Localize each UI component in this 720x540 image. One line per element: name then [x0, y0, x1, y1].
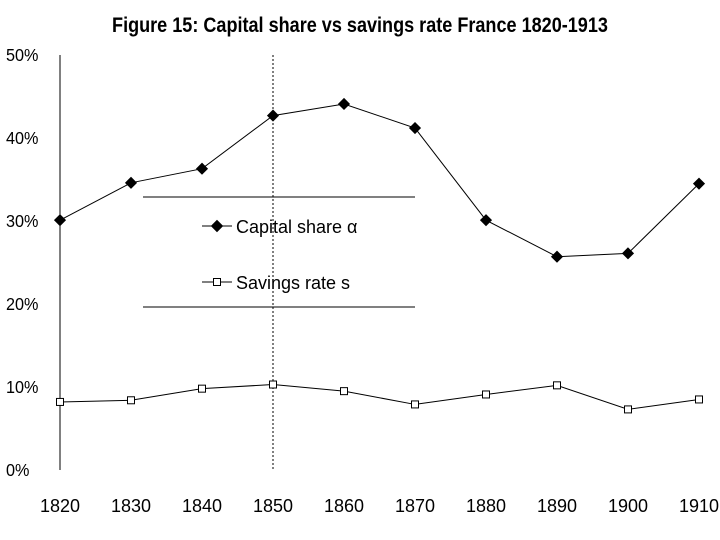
y-tick-label: 0%: [6, 460, 29, 480]
x-tick-label: 1820: [40, 496, 80, 516]
y-tick-label: 30%: [6, 211, 38, 231]
chart-title: Figure 15: Capital share vs savings rate…: [112, 14, 608, 37]
data-point: [479, 214, 493, 227]
x-tick-label: 1840: [182, 496, 222, 516]
legend-marker: [213, 278, 221, 286]
axes: 0% 10% 20% 30% 40% 50% 1820 1830 1840 1850 1860 187…: [6, 45, 719, 516]
y-tick-label: 10%: [6, 377, 38, 397]
data-point: [621, 247, 635, 260]
legend-label: Savings rate s: [236, 273, 350, 293]
data-point: [692, 177, 706, 190]
series-layer: [53, 97, 706, 414]
x-tick-label: 1910: [679, 496, 719, 516]
data-point: [550, 250, 564, 263]
x-tick-label: 1900: [608, 496, 648, 516]
legend: Capital share α Savings rate s: [143, 196, 415, 308]
data-point: [124, 176, 138, 189]
x-tick-label: 1830: [111, 496, 151, 516]
legend-label: Capital share α: [236, 217, 357, 237]
data-point: [198, 384, 206, 393]
x-tick-label: 1850: [253, 496, 293, 516]
data-point: [127, 396, 135, 405]
data-point: [195, 162, 209, 175]
data-point: [482, 390, 490, 399]
series-line: [59, 103, 700, 258]
data-point: [53, 214, 67, 227]
data-point: [266, 109, 280, 122]
x-tick-label: 1860: [324, 496, 364, 516]
data-point: [56, 397, 64, 406]
data-point: [411, 400, 419, 409]
y-tick-label: 40%: [6, 128, 38, 148]
legend-marker: [210, 219, 224, 233]
data-point: [553, 381, 561, 390]
data-point: [408, 121, 422, 135]
series-group: [53, 97, 706, 263]
series-line: [59, 384, 700, 410]
data-point: [695, 395, 703, 404]
data-point: [340, 387, 348, 396]
y-tick-label: 50%: [6, 45, 38, 65]
data-point: [337, 97, 351, 111]
series-group: [56, 380, 703, 414]
x-tick-label: 1880: [466, 496, 506, 516]
data-point: [269, 380, 277, 389]
x-tick-label: 1890: [537, 496, 577, 516]
x-tick-label: 1870: [395, 496, 435, 516]
data-point: [624, 405, 632, 414]
y-tick-label: 20%: [6, 294, 38, 314]
